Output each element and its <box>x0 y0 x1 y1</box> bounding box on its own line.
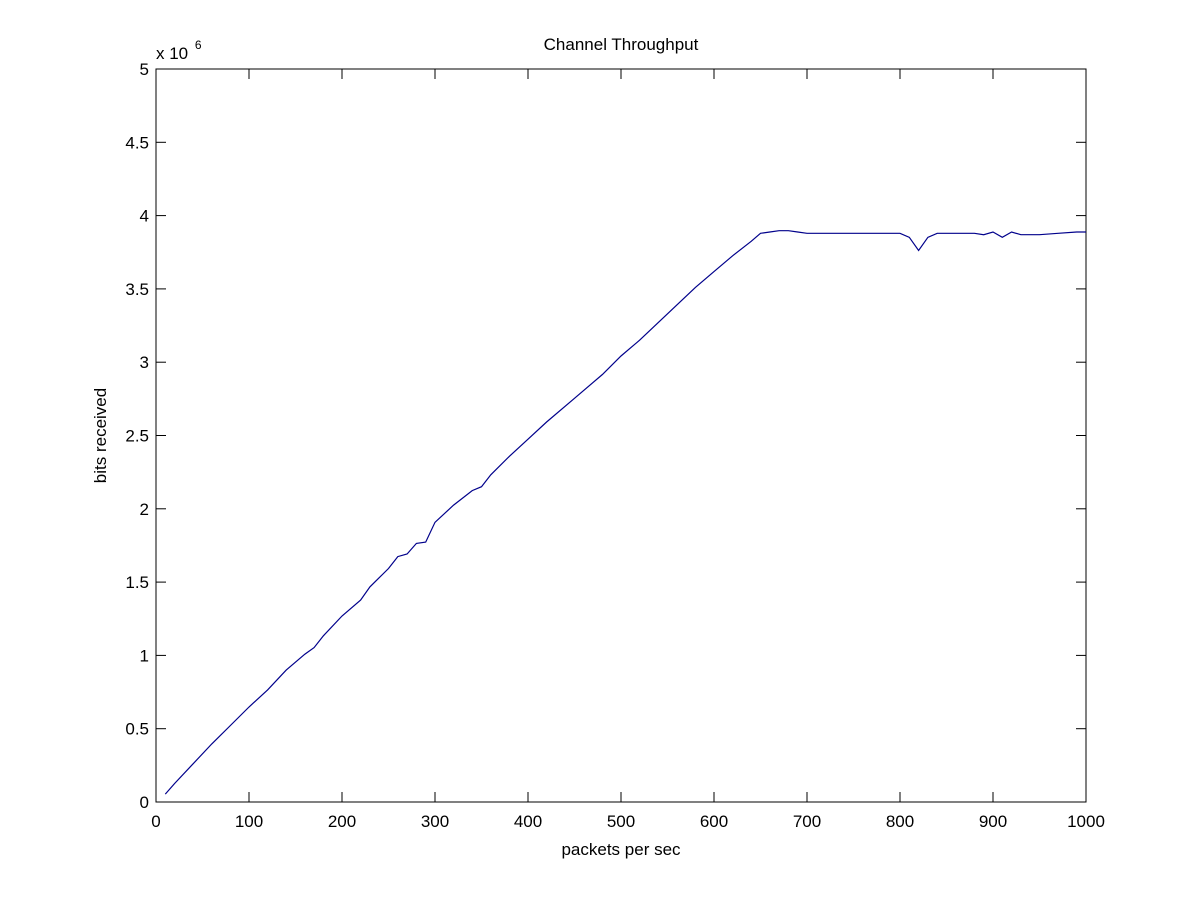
y-tick-label: 1.5 <box>125 573 149 592</box>
series-line <box>164 230 1086 795</box>
x-tick-label: 400 <box>514 812 542 831</box>
y-axis-label: bits received <box>91 388 110 483</box>
x-tick-label: 1000 <box>1067 812 1105 831</box>
y-tick-label: 4.5 <box>125 133 149 152</box>
x-tick-label: 0 <box>151 812 160 831</box>
y-axis-ticks: 0 0.5 1 1.5 2 2.5 3 3.5 4 4.5 5 <box>125 60 1086 812</box>
x-tick-label: 300 <box>421 812 449 831</box>
y-tick-label: 4 <box>140 207 149 226</box>
y-axis-multiplier: x 10 6 <box>156 38 202 63</box>
series-layer <box>164 230 1086 795</box>
chart-title: Channel Throughput <box>544 35 699 54</box>
y-tick-label: 3 <box>140 353 149 372</box>
x-tick-label: 600 <box>700 812 728 831</box>
x-tick-label: 100 <box>235 812 263 831</box>
plot-area <box>155 68 1087 803</box>
y-multiplier-base: x 10 <box>156 44 188 63</box>
y-tick-label: 5 <box>140 60 149 79</box>
y-tick-label: 2.5 <box>125 427 149 446</box>
y-tick-label: 3.5 <box>125 280 149 299</box>
x-axis-ticks: 0 100 200 300 400 500 600 700 800 900 1000 <box>151 69 1105 831</box>
y-tick-label: 0.5 <box>125 720 149 739</box>
x-tick-label: 700 <box>793 812 821 831</box>
x-tick-label: 900 <box>979 812 1007 831</box>
y-tick-label: 2 <box>140 500 149 519</box>
y-multiplier-exponent: 6 <box>195 38 202 52</box>
x-tick-label: 500 <box>607 812 635 831</box>
x-axis-label: packets per sec <box>561 840 681 859</box>
x-tick-label: 200 <box>328 812 356 831</box>
y-tick-label: 0 <box>140 793 149 812</box>
x-tick-label: 800 <box>886 812 914 831</box>
y-tick-label: 1 <box>140 646 149 665</box>
